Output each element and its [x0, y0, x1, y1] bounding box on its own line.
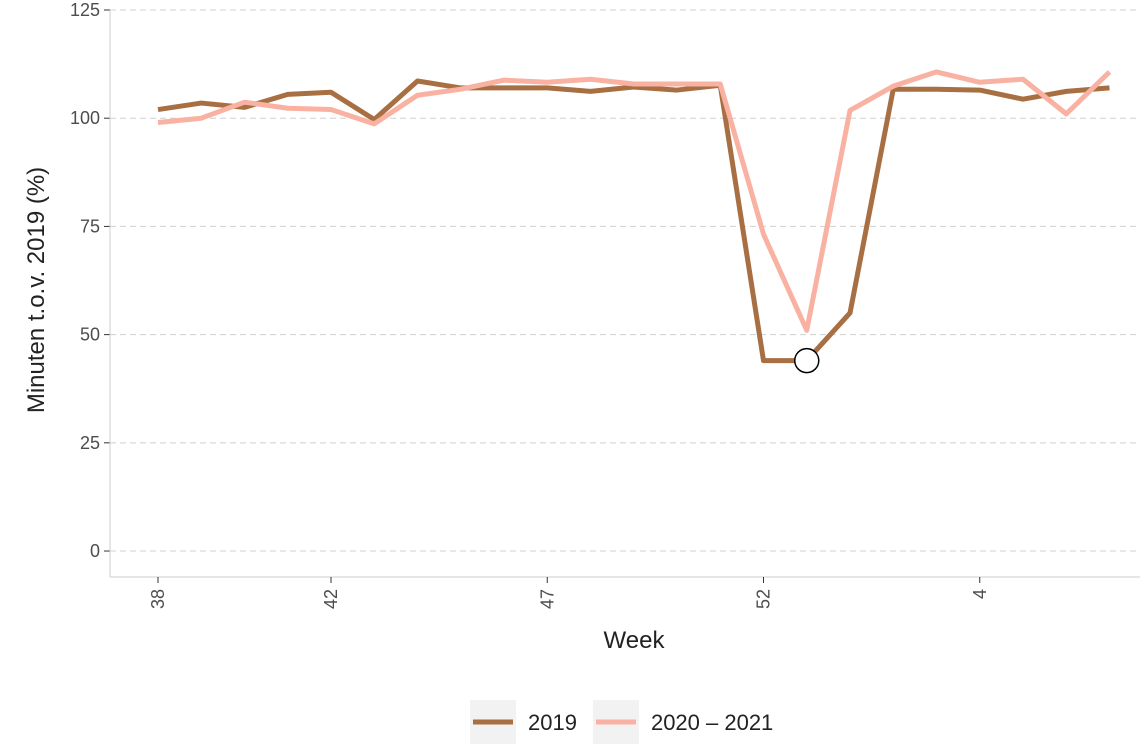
legend-label: 2020 – 2021 [651, 710, 773, 735]
legend-label: 2019 [528, 710, 577, 735]
y-axis-title: Minuten t.o.v. 2019 (%) [23, 167, 50, 413]
y-tick-label: 100 [70, 108, 100, 128]
x-tick-label: 52 [754, 589, 774, 609]
line [157, 69, 1112, 333]
x-tick-label: 42 [321, 589, 341, 609]
x-axis-title: Week [604, 627, 666, 654]
x-tick-label: 38 [148, 589, 168, 609]
x-tick-label: 4 [970, 589, 990, 599]
y-tick-label: 50 [80, 325, 100, 345]
y-tick-label: 0 [90, 541, 100, 561]
x-tick-label: 47 [537, 589, 557, 609]
y-tick-label: 125 [70, 0, 100, 20]
y-tick-label: 25 [80, 433, 100, 453]
line [157, 78, 1110, 364]
highlight-point [794, 347, 820, 374]
y-tick-label: 75 [80, 216, 100, 236]
